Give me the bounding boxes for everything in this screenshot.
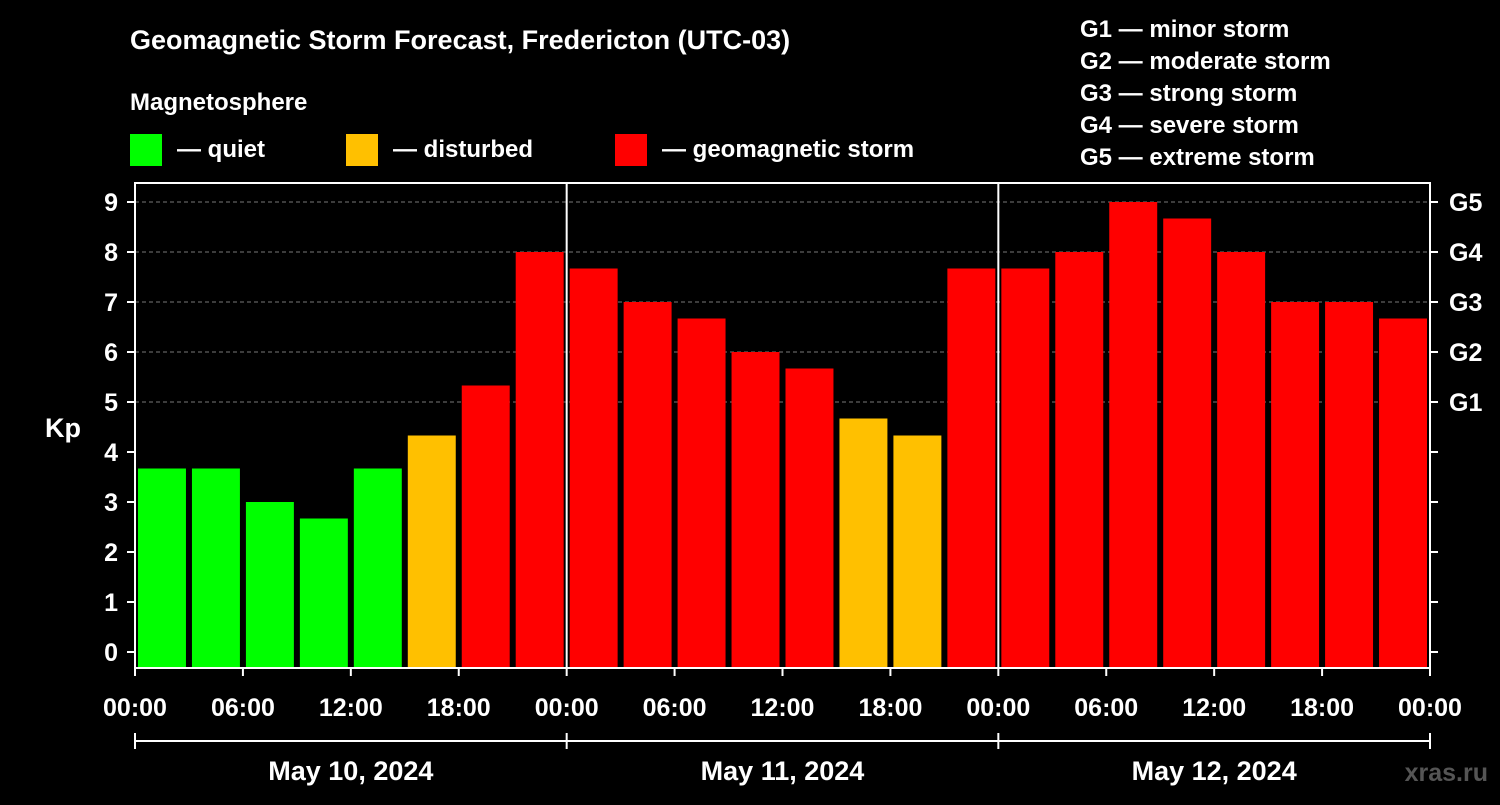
x-tick-label: 06:00	[643, 694, 707, 722]
storm-scale-g2: G2 — moderate storm	[1080, 48, 1331, 75]
y-tick-label: 8	[104, 239, 118, 267]
bar	[677, 318, 726, 668]
x-tick-label: 00:00	[103, 694, 167, 722]
x-tick-label: 12:00	[1182, 694, 1246, 722]
chart-title: Geomagnetic Storm Forecast, Fredericton …	[130, 25, 790, 55]
bar	[1001, 268, 1050, 668]
y-tick-label: 5	[104, 389, 118, 417]
storm-scale-g5: G5 — extreme storm	[1080, 144, 1315, 171]
bar	[138, 468, 186, 668]
bar	[299, 518, 348, 668]
g-scale-label: G2	[1449, 339, 1482, 367]
legend-label-storm: — geomagnetic storm	[662, 136, 914, 163]
y-axis-label: Kp	[45, 413, 81, 443]
bar	[839, 418, 888, 668]
x-tick-label: 06:00	[211, 694, 275, 722]
legend-swatch-storm	[615, 134, 647, 166]
x-tick-label: 18:00	[427, 694, 491, 722]
bar	[1055, 252, 1104, 668]
y-tick-label: 3	[104, 489, 118, 517]
x-tick-label: 06:00	[1074, 694, 1138, 722]
watermark: xras.ru	[1405, 759, 1488, 787]
y-tick-label: 2	[104, 539, 118, 567]
bar	[245, 502, 294, 668]
bar	[1325, 302, 1374, 668]
legend-swatch-quiet	[130, 134, 162, 166]
bar	[407, 435, 456, 668]
bars-layer	[138, 202, 1427, 668]
storm-scale-g3: G3 — strong storm	[1080, 80, 1297, 107]
x-tick-label: 12:00	[319, 694, 383, 722]
g-scale-label: G5	[1449, 189, 1482, 217]
bar	[731, 352, 780, 668]
bar	[461, 385, 510, 668]
bar	[1163, 218, 1212, 668]
x-tick-label: 18:00	[858, 694, 922, 722]
g-scale-label: G1	[1449, 389, 1482, 417]
y-tick-label: 7	[104, 289, 118, 317]
x-tick-label: 00:00	[535, 694, 599, 722]
y-tick-label: 9	[104, 189, 118, 217]
x-tick-label: 18:00	[1290, 694, 1354, 722]
legend-title: Magnetosphere	[130, 89, 307, 116]
g-scale-label: G4	[1449, 239, 1482, 267]
y-tick-label: 6	[104, 339, 118, 367]
axes-layer: 0 1 2 3 4 5 6 7 8 9 G1 G2 G3 G4 G5 00:00 06:00 12:00 18:00…	[103, 182, 1482, 786]
bar	[515, 252, 564, 668]
bar	[569, 268, 618, 668]
y-tick-label: 0	[104, 639, 118, 667]
bar	[1379, 318, 1427, 668]
bar	[947, 268, 996, 668]
y-tick-label: 4	[104, 439, 118, 467]
x-tick-label: 00:00	[1398, 694, 1462, 722]
bar	[1271, 302, 1320, 668]
bar	[623, 302, 672, 668]
storm-scale-g4: G4 — severe storm	[1080, 112, 1299, 139]
day-label: May 11, 2024	[701, 756, 865, 786]
x-tick-label: 00:00	[966, 694, 1030, 722]
storm-scale-g1: G1 — minor storm	[1080, 16, 1289, 43]
g-scale-label: G3	[1449, 289, 1482, 317]
bar	[893, 435, 942, 668]
bar	[785, 368, 834, 668]
legend-label-quiet: — quiet	[177, 136, 265, 163]
bar	[1217, 252, 1266, 668]
bar	[1109, 202, 1158, 668]
legend-swatch-disturbed	[346, 134, 378, 166]
day-label: May 10, 2024	[268, 756, 433, 786]
bar	[353, 468, 402, 668]
legend-label-disturbed: — disturbed	[393, 136, 533, 163]
grid-layer	[135, 201, 1430, 403]
y-tick-label: 1	[104, 589, 118, 617]
day-label: May 12, 2024	[1132, 756, 1297, 786]
bar	[191, 468, 240, 668]
x-tick-label: 12:00	[751, 694, 815, 722]
